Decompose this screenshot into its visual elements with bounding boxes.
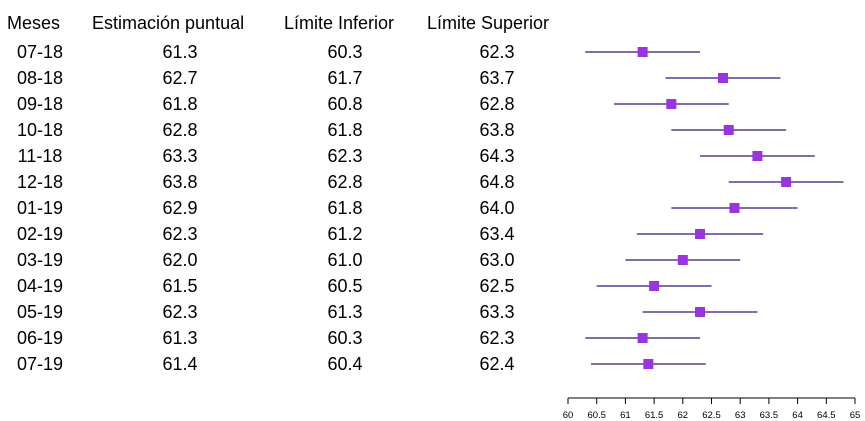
lower-limit-cell: 60.8 (327, 94, 363, 114)
estimate-cell: 61.8 (162, 94, 198, 114)
x-tick-label: 64.5 (817, 410, 836, 421)
header-limite-superior: Límite Superior (427, 13, 550, 33)
x-tick-label: 60 (563, 410, 574, 421)
x-tick-label: 63.5 (760, 410, 779, 421)
month-cell: 12-18 (16, 172, 64, 192)
lower-limit-cell: 60.5 (327, 276, 363, 296)
month-cell: 04-19 (16, 276, 64, 296)
estimate-marker (637, 333, 648, 343)
estimate-cell: 62.3 (162, 224, 198, 244)
estimate-cell: 63.8 (162, 172, 198, 192)
month-cell: 11-18 (17, 146, 63, 166)
month-cell: 06-19 (16, 328, 64, 348)
upper-limit-cell: 63.7 (479, 68, 515, 88)
x-tick-label: 62 (678, 410, 689, 421)
lower-limit-cell: 61.8 (327, 198, 363, 218)
lower-limit-cell: 62.3 (327, 146, 363, 166)
month-cell: 02-19 (16, 224, 64, 244)
estimate-cell: 63.3 (162, 146, 198, 166)
upper-limit-cell: 63.3 (479, 302, 515, 322)
x-tick-label: 63 (735, 410, 746, 421)
x-tick-label: 65 (850, 410, 861, 421)
upper-limit-cell: 64.0 (479, 198, 515, 218)
month-cell: 05-19 (16, 302, 64, 322)
upper-limit-cell: 64.3 (479, 146, 515, 166)
estimate-cell: 61.5 (162, 276, 198, 296)
header-meses: Meses (7, 13, 61, 33)
estimate-cell: 62.8 (162, 120, 198, 140)
estimate-marker (752, 151, 763, 161)
upper-limit-cell: 62.3 (479, 328, 515, 348)
estimate-marker (723, 125, 734, 135)
month-cell: 10-18 (16, 120, 64, 140)
estimate-marker (781, 177, 792, 187)
estimate-marker (666, 99, 677, 109)
estimate-cell: 62.3 (162, 302, 198, 322)
lower-limit-cell: 60.4 (327, 354, 363, 374)
estimate-marker (729, 203, 740, 213)
upper-limit-cell: 62.4 (479, 354, 515, 374)
lower-limit-cell: 61.2 (327, 224, 363, 244)
lower-limit-cell: 61.0 (327, 250, 363, 270)
header-limite-inferior: Límite Inferior (284, 13, 395, 33)
lower-limit-cell: 62.8 (327, 172, 363, 192)
estimate-cell: 61.4 (162, 354, 198, 374)
upper-limit-cell: 63.4 (479, 224, 515, 244)
lower-limit-cell: 61.7 (327, 68, 363, 88)
x-tick-label: 64 (792, 410, 803, 421)
month-cell: 09-18 (16, 94, 64, 114)
estimate-cell: 61.3 (162, 328, 198, 348)
upper-limit-cell: 64.8 (479, 172, 515, 192)
x-tick-label: 60.5 (587, 410, 606, 421)
estimate-marker (677, 255, 688, 265)
x-tick-label: 61.5 (645, 410, 664, 421)
x-tick-label: 62.5 (702, 410, 721, 421)
estimate-marker (717, 73, 728, 83)
estimate-cell: 62.7 (162, 68, 198, 88)
month-cell: 07-19 (16, 354, 64, 374)
estimate-marker (643, 359, 654, 369)
month-cell: 01-19 (16, 198, 64, 218)
estimate-marker (695, 307, 706, 317)
estimate-marker (695, 229, 706, 239)
upper-limit-cell: 62.3 (479, 42, 515, 62)
lower-limit-cell: 61.8 (327, 120, 363, 140)
upper-limit-cell: 63.0 (479, 250, 515, 270)
estimate-cell: 61.3 (162, 42, 198, 62)
estimate-cell: 62.9 (162, 198, 198, 218)
month-cell: 08-18 (16, 68, 64, 88)
x-tick-label: 61 (620, 410, 631, 421)
estimate-marker (649, 281, 660, 291)
estimate-marker (637, 47, 648, 57)
estimate-cell: 62.0 (162, 250, 198, 270)
lower-limit-cell: 61.3 (327, 302, 363, 322)
lower-limit-cell: 60.3 (327, 42, 363, 62)
month-cell: 03-19 (16, 250, 64, 270)
upper-limit-cell: 62.5 (479, 276, 515, 296)
lower-limit-cell: 60.3 (327, 328, 363, 348)
month-cell: 07-18 (16, 42, 64, 62)
header-estimacion-puntual: Estimación puntual (92, 13, 245, 33)
upper-limit-cell: 63.8 (479, 120, 515, 140)
upper-limit-cell: 62.8 (479, 94, 515, 114)
